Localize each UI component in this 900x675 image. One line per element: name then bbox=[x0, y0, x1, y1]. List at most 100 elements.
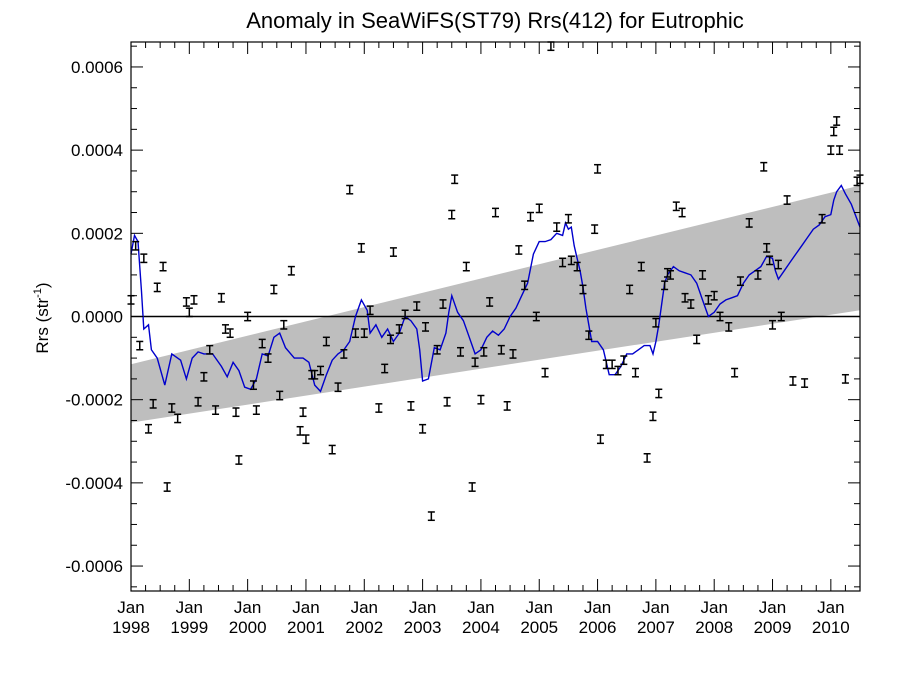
anomaly-errorbar bbox=[687, 299, 695, 309]
anomaly-errorbar bbox=[401, 309, 409, 320]
anomaly-errorbar bbox=[678, 207, 686, 218]
anomaly-errorbar bbox=[168, 403, 176, 413]
anomaly-errorbar bbox=[296, 425, 304, 436]
anomaly-errorbar bbox=[389, 247, 397, 257]
anomaly-errorbar bbox=[206, 344, 214, 355]
running-mean-layer bbox=[130, 184, 861, 393]
anomaly-errorbar bbox=[270, 284, 278, 295]
x-tick-label-year: 2000 bbox=[229, 618, 267, 637]
anomaly-errorbar bbox=[681, 292, 689, 303]
anomaly-errorbar bbox=[163, 482, 171, 492]
anomaly-errorbar bbox=[244, 311, 252, 322]
x-tick-label-year: 2009 bbox=[754, 618, 792, 637]
anomaly-errorbar bbox=[448, 209, 456, 220]
x-tick-label-month: Jan bbox=[700, 598, 727, 617]
anomaly-errorbar bbox=[346, 184, 354, 195]
anomaly-errorbar bbox=[774, 259, 782, 270]
x-tick-label-month: Jan bbox=[351, 598, 378, 617]
anomaly-errorbar bbox=[591, 224, 599, 235]
anomaly-errorbar bbox=[144, 423, 152, 434]
anomaly-errorbar bbox=[149, 398, 157, 409]
x-tick-label-year: 2005 bbox=[520, 618, 558, 637]
anomaly-errorbar bbox=[509, 349, 517, 359]
anomaly-errorbar bbox=[541, 367, 549, 378]
y-tick-label: 0.0004 bbox=[71, 141, 123, 160]
anomaly-errorbar bbox=[457, 346, 465, 357]
anomaly-errorbar bbox=[185, 307, 193, 318]
anomaly-errorbar bbox=[736, 276, 744, 287]
axes-layer: 0.0006 0.0004 0.0002 0.0000 -0.0002 -0.0004 -0… bbox=[65, 41, 861, 637]
anomaly-errorbar bbox=[620, 355, 628, 366]
anomaly-errorbar bbox=[221, 324, 229, 334]
anomaly-errorbar bbox=[559, 257, 567, 268]
anomaly-errorbar bbox=[763, 242, 771, 253]
anomaly-errorbar bbox=[766, 255, 774, 266]
anomaly-errorbar bbox=[226, 328, 234, 339]
anomaly-errorbar bbox=[381, 363, 389, 374]
anomaly-errorbar bbox=[731, 367, 739, 378]
anomaly-errorbar bbox=[614, 365, 622, 376]
anomaly-errorbar bbox=[375, 403, 383, 413]
x-tick-label-year: 2001 bbox=[287, 618, 325, 637]
x-tick-label-year: 2006 bbox=[579, 618, 617, 637]
anomaly-errorbar bbox=[182, 297, 190, 307]
anomaly-errorbar bbox=[486, 297, 494, 307]
anomaly-errorbar bbox=[710, 290, 718, 301]
anomaly-errorbar bbox=[140, 253, 148, 264]
anomaly-errorbar bbox=[579, 284, 587, 295]
anomaly-errorbar bbox=[471, 357, 479, 368]
anomaly-errorbar bbox=[783, 195, 791, 205]
y-tick-label: 0.0006 bbox=[71, 58, 123, 77]
anomaly-errorbar bbox=[777, 311, 785, 322]
y-tick-label: 0.0002 bbox=[71, 224, 123, 243]
x-tick-label-year: 2008 bbox=[695, 618, 733, 637]
x-tick-label-year: 1999 bbox=[170, 618, 208, 637]
anomaly-errorbar bbox=[497, 344, 505, 355]
anomaly-errorbar bbox=[699, 270, 707, 280]
y-axis-label: Rrs (str-1) bbox=[32, 282, 52, 353]
anomaly-errorbar bbox=[462, 261, 470, 272]
anomaly-errorbar bbox=[395, 324, 403, 334]
running-mean-line bbox=[130, 184, 861, 393]
anomaly-errorbar bbox=[480, 346, 488, 357]
x-tick-label-month: Jan bbox=[467, 598, 494, 617]
anomaly-errorbar bbox=[833, 116, 841, 126]
anomaly-errorbar bbox=[407, 401, 415, 411]
anomaly-errorbar bbox=[136, 340, 144, 351]
anomaly-errorbar bbox=[422, 321, 430, 332]
anomaly-errorbar bbox=[132, 240, 140, 251]
anomaly-errorbar bbox=[212, 405, 220, 415]
anomaly-errorbar bbox=[249, 380, 257, 391]
anomaly-errorbar bbox=[360, 328, 368, 339]
anomaly-errorbar bbox=[836, 145, 844, 156]
anomaly-errorbar bbox=[608, 359, 616, 370]
anomaly-errorbar bbox=[789, 376, 797, 386]
x-tick-label-month: Jan bbox=[817, 598, 844, 617]
anomaly-errorbar bbox=[564, 213, 572, 224]
anomaly-errorbar bbox=[387, 334, 395, 345]
anomaly-errorbar bbox=[841, 373, 849, 384]
anomaly-errorbar bbox=[287, 265, 295, 276]
anomaly-errorbar bbox=[413, 301, 421, 312]
anomaly-errorbar bbox=[468, 482, 476, 492]
anomaly-errorbar bbox=[174, 413, 182, 424]
anomaly-errorbar bbox=[725, 321, 733, 332]
anomaly-errorbar bbox=[419, 423, 427, 434]
anomaly-errorbar bbox=[637, 261, 645, 272]
anomaly-errorbar bbox=[328, 444, 336, 455]
x-tick-label-year: 2010 bbox=[812, 618, 850, 637]
x-tick-label-month: Jan bbox=[176, 598, 203, 617]
anomaly-errorbar bbox=[526, 211, 534, 222]
y-axis-label-superscript: -1 bbox=[32, 288, 44, 298]
x-tick-label-year: 2007 bbox=[637, 618, 675, 637]
anomaly-errorbar bbox=[232, 407, 240, 418]
anomaly-errorbar bbox=[666, 270, 674, 280]
anomaly-errorbar bbox=[439, 299, 447, 309]
anomaly-errorbar bbox=[190, 294, 198, 305]
anomaly-errorbar bbox=[661, 280, 669, 291]
confidence-band-layer bbox=[131, 185, 860, 423]
anomaly-errorbar bbox=[340, 349, 348, 359]
anomaly-errorbar bbox=[830, 126, 838, 137]
anomaly-errorbar bbox=[704, 294, 712, 305]
